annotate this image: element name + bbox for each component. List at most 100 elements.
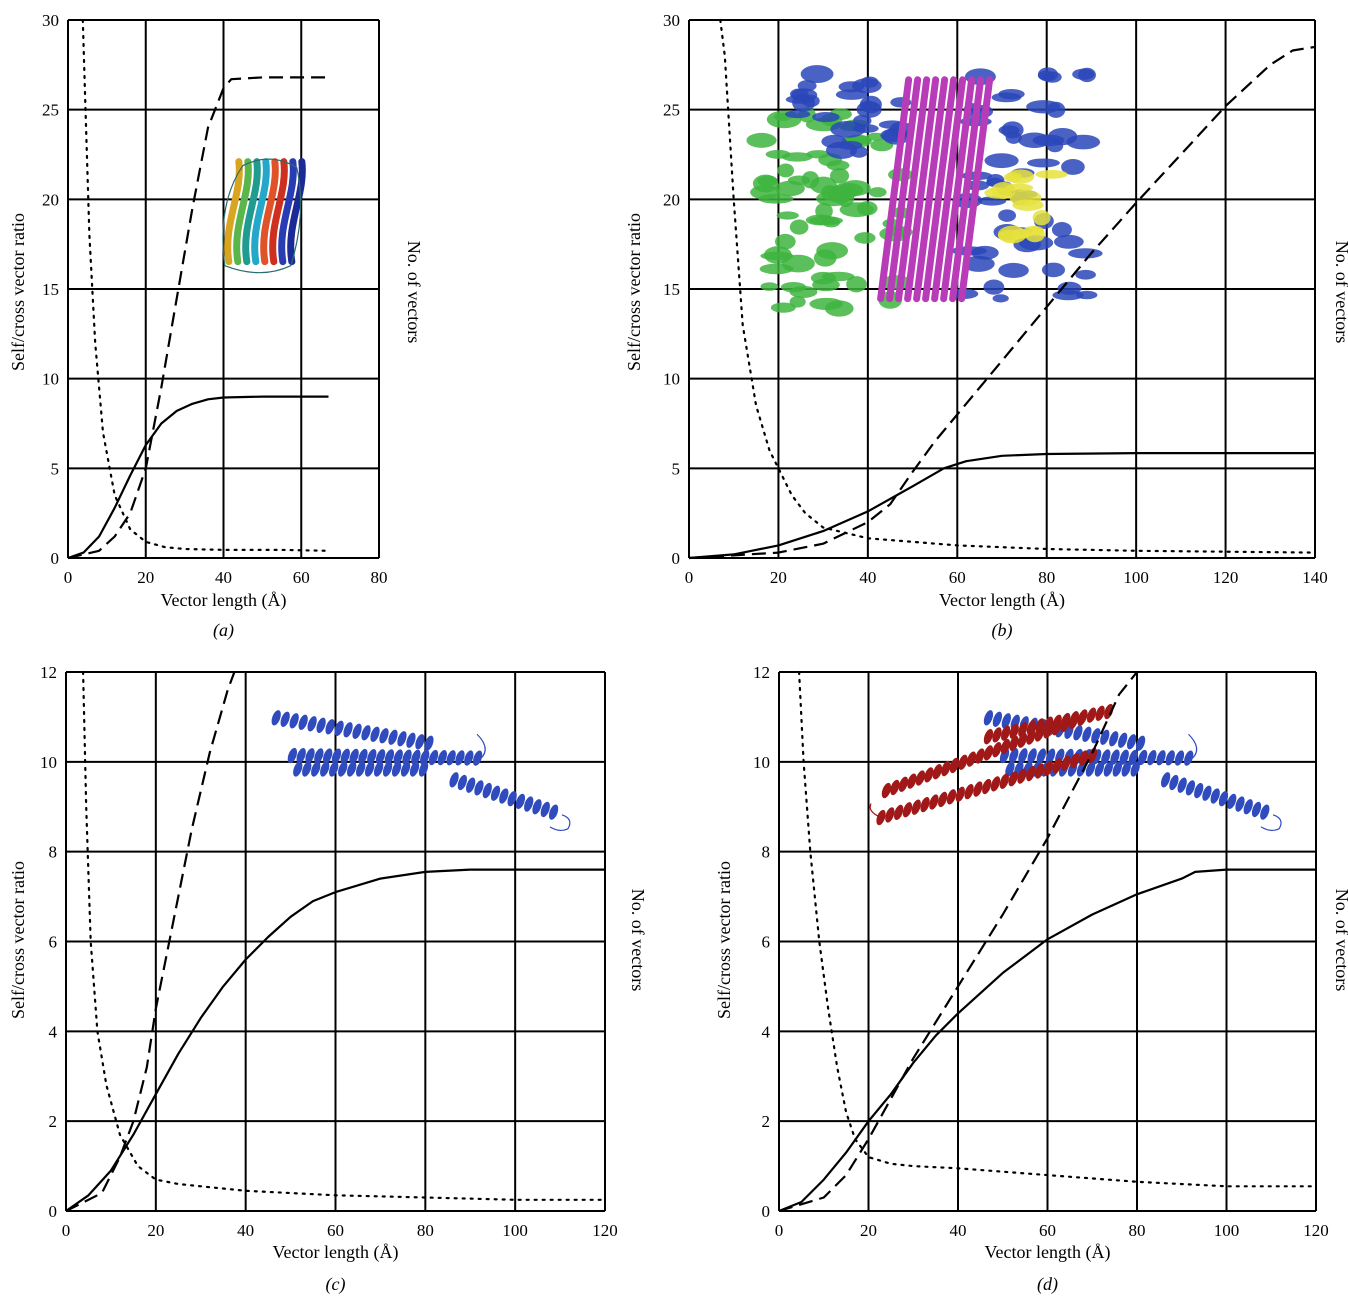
- y-tick-label: 15: [42, 280, 59, 299]
- blue-helix: [856, 101, 882, 118]
- helix-blue: [548, 804, 559, 820]
- helix-blue: [1073, 725, 1083, 741]
- helix-red: [1026, 765, 1036, 782]
- helix-blue: [1128, 749, 1139, 765]
- blue-helix: [821, 134, 847, 149]
- helix-red: [929, 794, 939, 810]
- helix-blue: [1126, 734, 1137, 750]
- helix-red: [911, 799, 921, 815]
- green-helix: [856, 201, 878, 216]
- helix-red: [893, 804, 904, 820]
- green-helix: [829, 167, 850, 184]
- helix-blue: [320, 761, 330, 777]
- helix-blue: [1119, 749, 1129, 765]
- y-tick-label: 12: [753, 663, 770, 682]
- blue-helix: [1046, 101, 1066, 118]
- series-line-solid: [778, 868, 1316, 1213]
- helix-red: [1009, 735, 1019, 752]
- helix-blue: [1045, 748, 1056, 764]
- green-helix: [839, 180, 871, 196]
- series-line-dotted: [798, 670, 1318, 1188]
- helix-blue: [307, 716, 317, 732]
- magenta-sheet: [922, 76, 958, 303]
- y-tick-label: 25: [663, 101, 680, 120]
- magenta-sheet: [886, 76, 922, 303]
- helix-blue: [347, 761, 357, 777]
- x-tick-label: 20: [860, 1221, 877, 1240]
- x-tick-label: 40: [859, 568, 876, 587]
- helix-red: [938, 791, 948, 808]
- blue-helix: [991, 92, 1022, 103]
- helix-blue: [1202, 785, 1212, 801]
- green-helix: [746, 132, 777, 148]
- helix-red: [964, 784, 974, 800]
- helix-blue: [298, 714, 308, 730]
- blue-helix: [801, 94, 820, 108]
- x-tick-label: 100: [502, 1221, 528, 1240]
- blue-helix: [992, 294, 1009, 303]
- green-helix: [816, 242, 849, 260]
- helix-blue: [296, 748, 306, 764]
- blue-helix: [1076, 290, 1098, 300]
- helix-blue: [532, 799, 542, 815]
- helix-blue: [1036, 748, 1047, 764]
- blue-helix: [1047, 127, 1078, 146]
- helix-blue: [472, 750, 483, 766]
- helix-blue: [1121, 761, 1131, 777]
- helix-blue: [515, 793, 526, 810]
- yellow-domain: [1032, 210, 1051, 226]
- x-tick-label: 40: [237, 1221, 254, 1240]
- blue-helix: [785, 110, 811, 119]
- secondary-y-axis-label: No. of vectors: [1332, 241, 1348, 343]
- protein-structure-inset: [222, 158, 306, 274]
- helix-blue: [507, 791, 517, 807]
- helix-red: [1086, 707, 1097, 723]
- panel-label: (d): [1037, 1274, 1058, 1295]
- helix-blue: [402, 749, 412, 765]
- green-helix: [787, 175, 811, 186]
- blue-helix: [1075, 269, 1096, 280]
- yellow-domain: [1025, 226, 1045, 243]
- green-helix: [821, 271, 855, 282]
- blue-helix: [1078, 67, 1096, 83]
- helix-blue: [499, 788, 509, 804]
- y-tick-label: 5: [51, 459, 60, 478]
- helix-red: [1070, 752, 1080, 769]
- helix-red: [1052, 714, 1062, 730]
- y-tick-label: 30: [42, 11, 59, 30]
- helix-blue: [1082, 726, 1092, 742]
- x-tick-label: 100: [1214, 1221, 1240, 1240]
- helix-red: [890, 779, 900, 796]
- helix-red: [932, 764, 943, 780]
- helix-red: [946, 789, 957, 805]
- green-helix: [781, 152, 813, 162]
- green-helix: [816, 191, 850, 207]
- y-tick-label: 5: [672, 459, 681, 478]
- magenta-sheet: [895, 76, 931, 303]
- helix-red: [966, 751, 977, 767]
- helix-blue: [323, 748, 333, 764]
- x-tick-label: 120: [592, 1221, 618, 1240]
- helix-blue: [1218, 791, 1229, 807]
- green-helix: [789, 285, 818, 298]
- helix-blue: [449, 772, 459, 788]
- helix-red: [1095, 705, 1105, 721]
- green-helix: [763, 246, 792, 264]
- green-helix: [776, 211, 799, 220]
- helix-blue: [382, 761, 393, 777]
- helix-blue: [1243, 799, 1253, 815]
- blue-helix: [797, 80, 817, 92]
- helix-blue: [331, 748, 342, 764]
- y-tick-label: 2: [49, 1112, 58, 1131]
- helix-red: [1000, 725, 1011, 741]
- helix-blue: [373, 761, 384, 777]
- series-line-dashed: [778, 671, 1138, 1213]
- protein-structure-inset: [746, 65, 1103, 317]
- helix-blue: [287, 747, 298, 764]
- helix-red: [924, 767, 934, 783]
- blue-helix: [812, 111, 840, 123]
- helix-blue: [1235, 796, 1245, 812]
- green-helix: [826, 160, 850, 171]
- y-tick-label: 15: [663, 280, 680, 299]
- helix-blue: [375, 749, 386, 765]
